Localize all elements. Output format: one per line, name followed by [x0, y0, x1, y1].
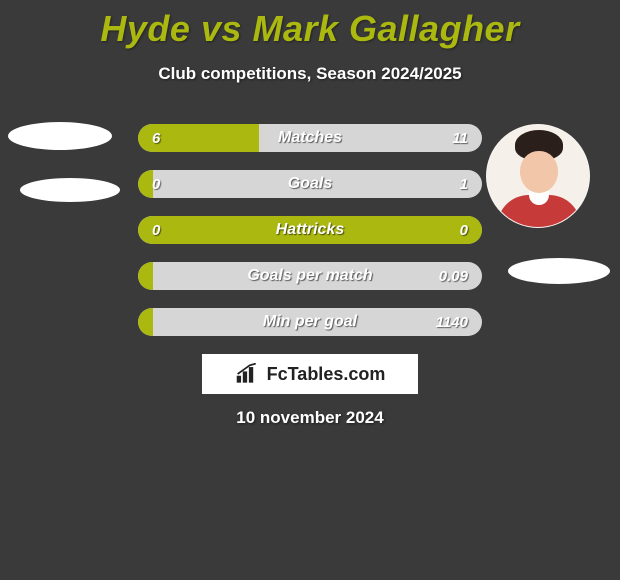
stat-row-goals-per-match: Goals per match 0.09	[138, 262, 482, 290]
stat-right-value: 11	[452, 124, 468, 152]
stat-name: Goals per match	[138, 262, 482, 290]
stat-right-value: 0	[460, 216, 468, 244]
stat-right-value: 1	[460, 170, 468, 198]
fctables-logo: FcTables.com	[202, 354, 418, 394]
stat-name: Hattricks	[138, 216, 482, 244]
bar-chart-icon	[235, 363, 261, 385]
right-player-decor	[508, 258, 610, 284]
stat-name: Min per goal	[138, 308, 482, 336]
logo-text: FcTables.com	[267, 364, 386, 385]
right-player-avatar	[486, 124, 590, 228]
stat-row-hattricks: 0 Hattricks 0	[138, 216, 482, 244]
stat-name: Goals	[138, 170, 482, 198]
comparison-title: Hyde vs Mark Gallagher	[0, 0, 620, 50]
comparison-subtitle: Club competitions, Season 2024/2025	[0, 64, 620, 84]
footer-date: 10 november 2024	[0, 408, 620, 428]
stats-bars: 6 Matches 11 0 Goals 1 0 Hattricks 0 Goa…	[138, 124, 482, 354]
left-player-decor-1	[8, 122, 112, 150]
stat-right-value: 0.09	[439, 262, 468, 290]
stat-row-goals: 0 Goals 1	[138, 170, 482, 198]
stat-row-matches: 6 Matches 11	[138, 124, 482, 152]
left-player-decor-2	[20, 178, 120, 202]
stat-row-min-per-goal: Min per goal 1140	[138, 308, 482, 336]
stat-name: Matches	[138, 124, 482, 152]
stat-right-value: 1140	[436, 308, 468, 336]
